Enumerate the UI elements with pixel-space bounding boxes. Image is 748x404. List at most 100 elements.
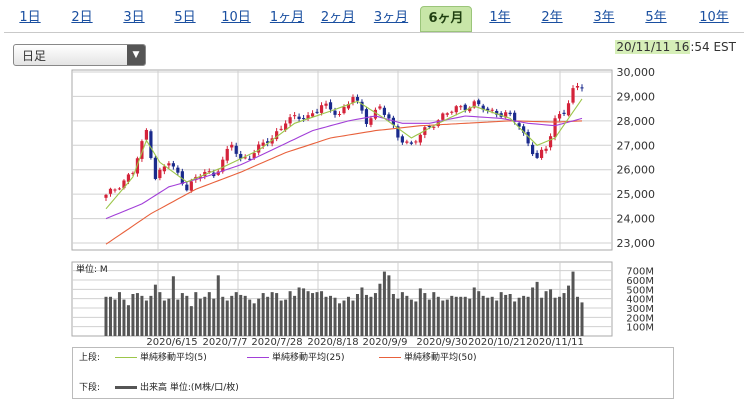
volume-bar <box>490 296 494 336</box>
volume-y-tick: 500M <box>626 285 654 296</box>
legend-ma50-swatch <box>379 357 401 358</box>
volume-bar <box>252 303 256 336</box>
volume-bar <box>409 299 413 336</box>
volume-bar <box>463 296 467 336</box>
legend-volume: 出来高 単位:(M株/口/枚) <box>115 382 239 394</box>
candle-body <box>382 107 387 115</box>
candle-body <box>284 123 288 131</box>
chart-legend: 上段: 単純移動平均(5) 単純移動平均(25) 単純移動平均(50) 下段: … <box>72 347 674 399</box>
candle-body <box>131 172 135 174</box>
tab-10[interactable]: 2年 <box>541 10 563 25</box>
period-select-value: 日足 <box>22 49 47 63</box>
tab-1[interactable]: 2日 <box>71 10 93 25</box>
volume-bar <box>499 292 503 336</box>
candle-body <box>355 97 360 101</box>
candle-body <box>472 101 476 108</box>
tab-11[interactable]: 3年 <box>593 10 615 25</box>
x-tick-label: 2020/8/18 <box>307 337 358 348</box>
volume-bar <box>526 296 530 336</box>
tab-8[interactable]: 6ヶ月 <box>420 6 472 32</box>
volume-bar <box>203 296 207 336</box>
candle-body <box>126 174 131 182</box>
volume-bar <box>306 291 310 336</box>
candle-body <box>522 126 526 133</box>
candle-body <box>234 145 238 154</box>
candle-body <box>531 144 535 155</box>
tab-9[interactable]: 1年 <box>489 10 511 25</box>
volume-bar <box>194 292 198 336</box>
x-tick-label: 2020/9/30 <box>416 337 467 348</box>
candle-body <box>553 118 557 138</box>
volume-bar <box>216 275 220 336</box>
volume-bar <box>189 306 193 336</box>
volume-bar <box>382 271 386 336</box>
volume-bar <box>567 285 571 336</box>
volume-bar <box>504 294 508 336</box>
tab-7[interactable]: 3ヶ月 <box>373 10 409 25</box>
tab-3[interactable]: 5日 <box>174 10 196 25</box>
volume-bar <box>436 296 440 336</box>
volume-bar <box>396 298 400 336</box>
volume-bar <box>239 294 243 336</box>
volume-bar <box>180 293 184 336</box>
candle-body <box>445 113 449 115</box>
volume-bar <box>225 300 229 336</box>
candle-body <box>463 104 467 110</box>
tab-6[interactable]: 2ヶ月 <box>320 10 356 25</box>
price-y-tick: 27,000 <box>617 139 656 152</box>
candle-body <box>279 128 283 130</box>
price-y-tick: 30,000 <box>617 66 656 79</box>
candle-body <box>140 141 144 159</box>
candle-body <box>418 134 422 143</box>
tab-4[interactable]: 10日 <box>221 10 251 25</box>
candle-body <box>508 112 512 115</box>
candle-body <box>288 117 292 124</box>
volume-bar <box>135 293 139 336</box>
volume-bar <box>234 292 238 336</box>
tab-13[interactable]: 10年 <box>699 10 729 25</box>
legend-ma50: 単純移動平均(50) <box>379 352 476 364</box>
tab-0[interactable]: 1日 <box>19 10 41 25</box>
volume-bar <box>414 301 418 336</box>
volume-bar <box>373 293 377 336</box>
volume-bar <box>293 295 297 336</box>
legend-upper-label: 上段: <box>79 353 101 363</box>
candle-body <box>310 113 315 117</box>
period-select[interactable]: 日足 ▼ <box>13 44 146 66</box>
tab-2[interactable]: 3日 <box>123 10 145 25</box>
candle-body <box>575 85 580 88</box>
candle-body <box>360 101 364 111</box>
candle-body <box>306 115 310 119</box>
volume-bar <box>517 297 521 336</box>
volume-bar <box>144 300 148 336</box>
volume-bar <box>315 292 319 336</box>
volume-bar <box>113 299 117 336</box>
volume-bar <box>441 300 445 336</box>
candle-body <box>189 181 193 191</box>
x-tick-label: 2020/9/9 <box>363 337 408 348</box>
volume-bar <box>445 299 449 336</box>
candle-body <box>248 158 252 160</box>
ma25-line <box>105 115 583 220</box>
volume-bar <box>486 297 490 336</box>
volume-bar <box>553 297 557 336</box>
candle-body <box>544 148 548 151</box>
candle-body <box>153 157 157 179</box>
volume-bar <box>266 296 270 336</box>
candle-body <box>207 171 211 173</box>
price-y-tick: 28,000 <box>617 115 656 128</box>
price-panel-frame <box>71 69 613 251</box>
candle-body <box>113 189 117 191</box>
volume-bar <box>450 295 454 336</box>
candle-body <box>333 110 337 115</box>
tab-12[interactable]: 5年 <box>645 10 667 25</box>
volume-bar <box>275 293 279 336</box>
legend-volume-swatch <box>115 386 137 389</box>
candle-body <box>504 112 508 118</box>
candle-body <box>432 126 436 128</box>
tab-5[interactable]: 1ヶ月 <box>269 10 305 25</box>
volume-bar <box>472 287 476 336</box>
candle-body <box>149 131 153 158</box>
candle-body <box>257 144 261 153</box>
